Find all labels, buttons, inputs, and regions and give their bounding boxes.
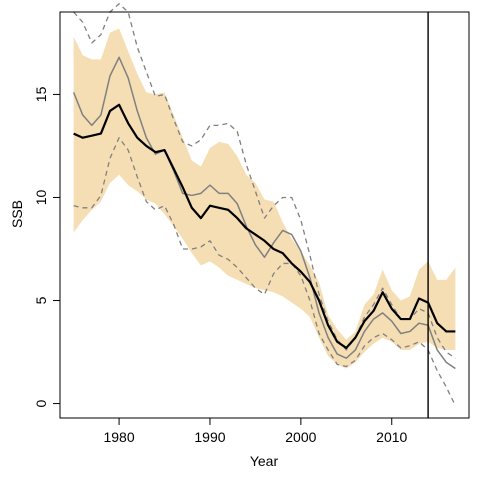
series-dashed-upper [73,3,456,359]
y-tick-label: 10 [33,189,49,205]
plot-frame [59,11,470,419]
y-axis-title: SSB [9,200,25,228]
series-secondary [72,56,456,370]
series-dashed-lower [73,137,456,406]
confidence-band [73,28,456,369]
y-tick-label: 5 [33,296,49,304]
axes: 1980 1990 2000 2010 0 5 10 15 [33,11,470,445]
x-tick-label: 2010 [376,429,407,445]
x-axis-title: Year [250,453,279,469]
x-tick-label: 1990 [194,429,225,445]
x-tick-label: 1980 [103,429,134,445]
y-tick-label: 15 [33,86,49,102]
plot-area [72,3,456,418]
x-tick-label: 2000 [285,429,316,445]
y-tick-label: 0 [33,399,49,407]
series-main [73,103,456,350]
